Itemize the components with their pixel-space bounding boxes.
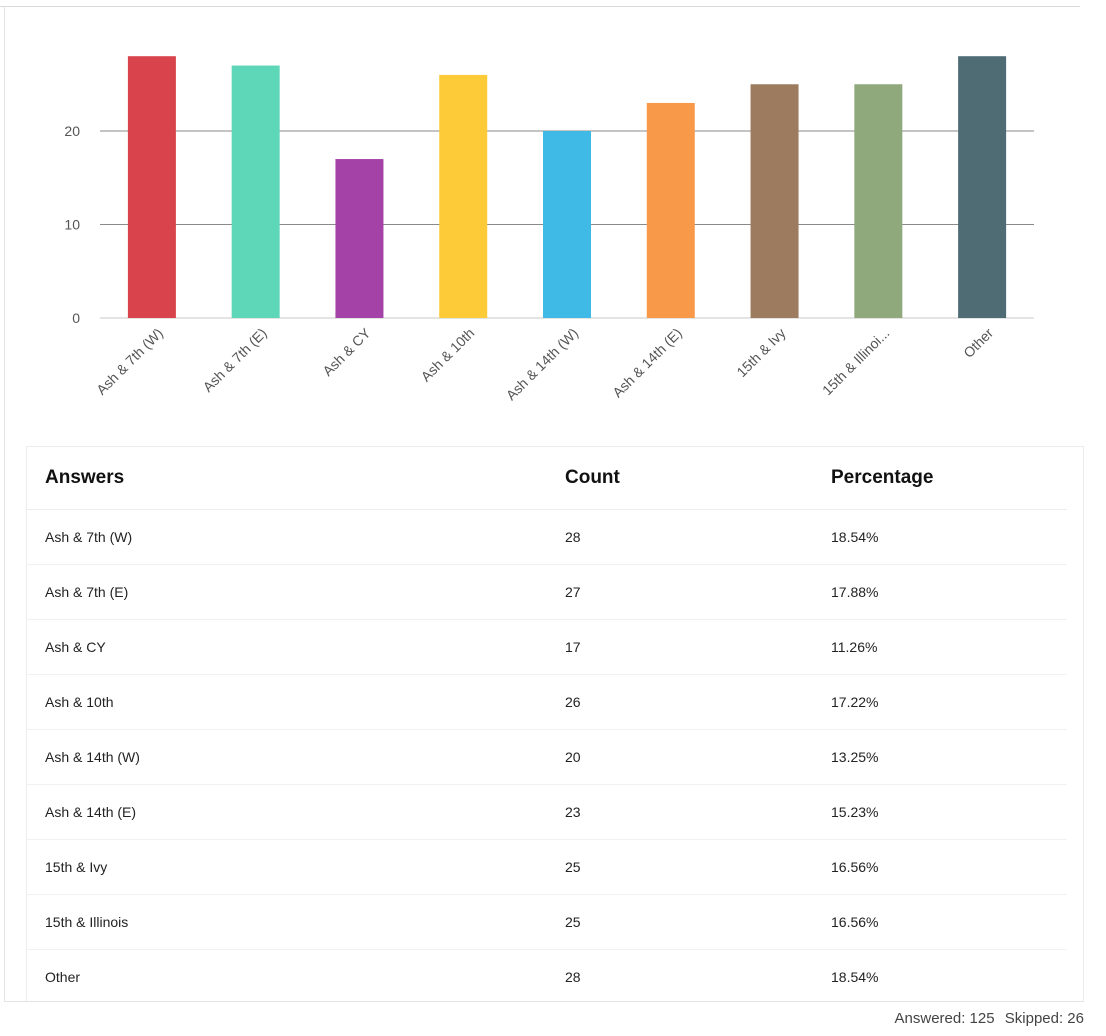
bar	[646, 102, 695, 318]
bar	[439, 74, 488, 319]
y-axis-labels: 0 10 20	[64, 123, 80, 326]
table-row: 15th & Ivy 25 16.56%	[27, 839, 1067, 895]
table-row: Other 28 18.54%	[27, 950, 1067, 1005]
cell-count: 17	[565, 619, 831, 675]
answers-table-panel: Answers Count Percentage Ash & 7th (W) 2…	[26, 446, 1084, 1001]
cell-percentage: 17.88%	[831, 564, 1067, 620]
table-header-row: Answers Count Percentage	[27, 447, 1067, 510]
cell-percentage: 18.54%	[831, 969, 879, 985]
x-tick-label: 15th & Ivy	[733, 325, 788, 380]
cell-count: 25	[565, 839, 831, 895]
bar	[543, 131, 591, 318]
x-tick-label: Ash & 7th (W)	[93, 325, 166, 398]
cell-answer: Ash & 7th (W)	[27, 509, 565, 565]
table-row: 15th & Illinois 25 16.56%	[27, 894, 1067, 950]
x-tick-label: 15th & Illinoi...	[819, 325, 892, 398]
table-row: Ash & 10th 26 17.22%	[27, 674, 1067, 730]
header-answers: Answers	[27, 447, 565, 510]
left-divider	[4, 6, 5, 1001]
cell-answer: Ash & 14th (E)	[27, 784, 565, 840]
header-count: Count	[565, 447, 831, 510]
bar	[127, 56, 176, 318]
x-tick-label: Ash & 10th	[418, 325, 478, 385]
x-tick-label: Ash & 7th (E)	[200, 325, 270, 395]
table-row: Ash & 7th (W) 28 18.54%	[27, 509, 1067, 565]
cell-percentage: 16.56%	[831, 839, 1067, 895]
x-tick-label: Ash & 14th (E)	[609, 325, 685, 401]
bar	[335, 159, 384, 318]
cell-count: 28	[565, 509, 831, 565]
cell-count: 26	[565, 674, 831, 730]
cell-answer: 15th & Illinois	[27, 894, 565, 950]
cell-answer: Ash & 14th (W)	[27, 729, 565, 785]
cell-answer: Ash & 10th	[27, 674, 565, 730]
table-row: Ash & CY 17 11.26%	[27, 619, 1067, 675]
cell-count: 20	[565, 729, 831, 785]
y-tick-label: 0	[72, 310, 80, 326]
cell-percentage: 13.25%	[831, 729, 1067, 785]
table-row: Ash & 14th (W) 20 13.25%	[27, 729, 1067, 785]
header-percentage: Percentage	[831, 447, 1067, 510]
cell-percentage: 17.22%	[831, 674, 1067, 730]
cell-percentage: 15.23%	[831, 784, 1067, 840]
x-tick-label: Ash & CY	[319, 324, 374, 379]
bar	[750, 84, 799, 318]
cell-answer: Ash & CY	[27, 619, 565, 675]
x-tick-label: Ash & 14th (W)	[503, 325, 581, 403]
top-divider	[0, 6, 1080, 7]
bar	[958, 56, 1007, 318]
bar	[854, 84, 903, 318]
x-tick-label: Other	[960, 325, 996, 361]
cell-count: 27	[565, 564, 831, 620]
chart-bars	[127, 56, 1007, 319]
x-axis-labels: Ash & 7th (W) Ash & 7th (E) Ash & CY Ash & …	[93, 324, 996, 403]
cell-percentage: 11.26%	[831, 619, 1067, 675]
cell-count: 25	[565, 894, 831, 950]
table-row: Ash & 14th (E) 23 15.23%	[27, 784, 1067, 840]
answered-count: Answered: 125	[894, 1010, 995, 1027]
cell-percentage: 18.54%	[831, 509, 1067, 565]
y-tick-label: 10	[64, 217, 80, 233]
bar-chart: 0 10 20 Ash & 7th (W) Ash & 7th (E) Ash & CY…	[64, 56, 1034, 403]
table-row: Ash & 7th (E) 27 17.88%	[27, 564, 1067, 620]
cell-answer: Ash & 7th (E)	[27, 564, 565, 620]
response-summary: Answered: 125 Skipped: 26	[889, 1010, 1084, 1027]
bar	[231, 65, 280, 318]
cell-answer: 15th & Ivy	[27, 839, 565, 895]
skipped-count: Skipped: 26	[1004, 1010, 1084, 1027]
y-tick-label: 20	[64, 123, 80, 139]
cell-count: 28	[565, 969, 581, 985]
cell-percentage: 16.56%	[831, 894, 1067, 950]
bottom-divider	[4, 1001, 1084, 1002]
answers-table: Answers Count Percentage Ash & 7th (W) 2…	[27, 447, 1067, 1004]
cell-answer: Other	[45, 969, 81, 985]
cell-count: 23	[565, 784, 831, 840]
